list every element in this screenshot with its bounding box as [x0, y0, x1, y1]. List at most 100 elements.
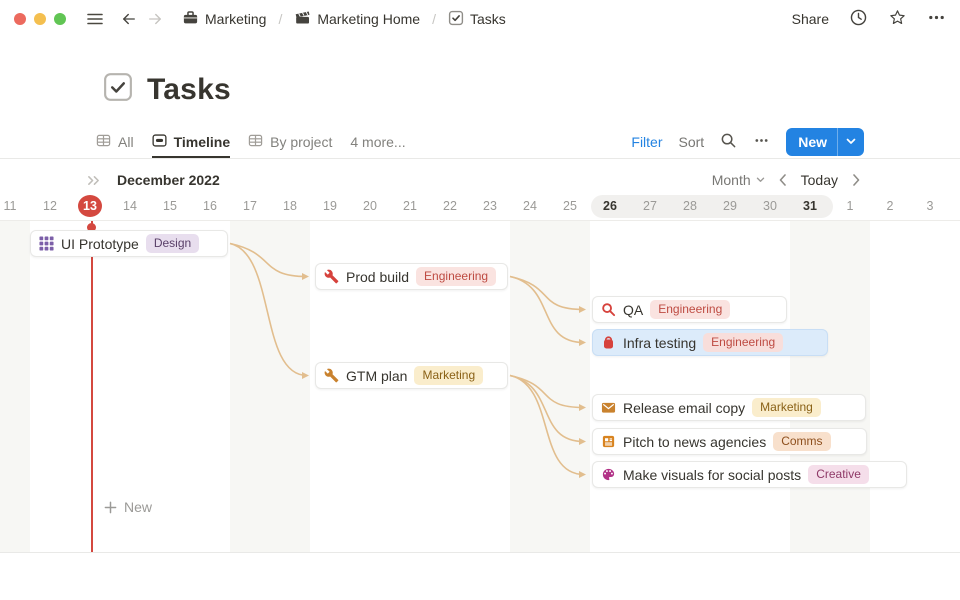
forward-icon[interactable]	[142, 6, 168, 32]
tag-engineering: Engineering	[416, 267, 497, 286]
envelope-icon	[601, 400, 616, 415]
share-button[interactable]: Share	[791, 11, 829, 27]
sort-button[interactable]: Sort	[678, 133, 705, 150]
filter-button[interactable]: Filter	[631, 133, 663, 150]
day-18: 18	[283, 199, 297, 213]
task-card-pitch-to-news-agencies[interactable]: Pitch to news agencies Comms	[592, 428, 867, 455]
task-card-infra-testing[interactable]: Infra testing Engineering	[592, 329, 828, 356]
today-button[interactable]: Today	[800, 172, 838, 188]
tab-by-project[interactable]: By project	[248, 125, 332, 158]
new-task-button[interactable]: New	[104, 499, 152, 515]
breadcrumb-label: Marketing Home	[317, 11, 421, 27]
new-dropdown-chevron-icon[interactable]	[837, 127, 864, 156]
tag-engineering: Engineering	[703, 333, 784, 352]
tab-all[interactable]: All	[96, 125, 134, 158]
day-31: 31	[803, 199, 817, 213]
close-window-button[interactable]	[14, 13, 26, 25]
task-title: GTM plan	[346, 367, 408, 384]
task-card-release-email-copy[interactable]: Release email copy Marketing	[592, 394, 866, 421]
traffic-lights	[14, 13, 66, 25]
tag-marketing: Marketing	[414, 366, 484, 385]
news-icon	[601, 434, 616, 449]
clapperboard-icon	[294, 9, 311, 29]
tab-label: All	[118, 133, 134, 150]
timeline-icon	[152, 133, 167, 151]
tag-design: Design	[145, 234, 200, 253]
tab-label: By project	[270, 133, 333, 150]
task-card-ui-prototype[interactable]: UI Prototype Design	[30, 230, 228, 257]
day-27: 27	[643, 199, 657, 213]
page-checkbox-icon	[103, 72, 133, 107]
new-button-group: New	[786, 127, 864, 156]
day-22: 22	[443, 199, 457, 213]
breadcrumb-separator: /	[432, 11, 436, 27]
wrench-icon	[324, 368, 339, 383]
day-21: 21	[403, 199, 417, 213]
new-button[interactable]: New	[798, 133, 827, 150]
tag-engineering: Engineering	[650, 300, 731, 319]
sidebar-toggle-icon[interactable]	[82, 6, 108, 32]
breadcrumb-item-tasks[interactable]: Tasks	[444, 8, 510, 31]
breadcrumb-item-marketing[interactable]: Marketing	[178, 7, 270, 31]
table-icon	[248, 133, 263, 151]
today-line	[91, 221, 93, 552]
day-24: 24	[523, 199, 537, 213]
next-chevron-icon[interactable]	[852, 174, 860, 186]
minimize-window-button[interactable]	[34, 13, 46, 25]
day-14: 14	[123, 199, 137, 213]
more-views-button[interactable]: 4 more...	[350, 133, 406, 150]
day-1: 1	[846, 199, 854, 213]
task-title: Release email copy	[623, 399, 746, 416]
scale-label: Month	[711, 172, 751, 188]
day-12: 12	[43, 199, 57, 213]
breadcrumb-label: Marketing	[205, 11, 267, 27]
magnifier-icon	[601, 302, 616, 317]
dependency-arrows	[229, 242, 586, 478]
date-row: 11 12 13 14 15 16 17 18 19 20 21 22 23 24 25 26 27 28 29 30…	[0, 194, 960, 220]
view-options-icon[interactable]	[753, 132, 770, 152]
palette-icon	[601, 467, 616, 482]
task-title: Pitch to news agencies	[623, 433, 767, 450]
scale-select[interactable]: Month	[712, 172, 765, 188]
weekend-band	[790, 221, 870, 552]
new-task-label: New	[124, 499, 153, 515]
today-line-dot	[87, 223, 96, 232]
tag-comms: Comms	[773, 432, 831, 451]
more-options-icon[interactable]	[927, 8, 946, 30]
timeline-header: December 2022 Month Today	[0, 166, 960, 194]
task-title: UI Prototype	[61, 235, 139, 252]
day-30: 30	[763, 199, 777, 213]
day-26: 26	[603, 199, 617, 213]
task-card-prod-build[interactable]: Prod build Engineering	[315, 263, 508, 290]
day-13: 13	[78, 195, 102, 217]
zoom-window-button[interactable]	[54, 13, 66, 25]
breadcrumb-item-marketing-home[interactable]: Marketing Home	[290, 7, 424, 31]
day-3: 3	[926, 199, 934, 213]
prev-chevron-icon[interactable]	[779, 174, 787, 186]
month-label: December 2022	[117, 172, 220, 188]
backpack-icon	[601, 335, 616, 350]
search-icon[interactable]	[720, 132, 737, 152]
day-29: 29	[723, 199, 737, 213]
window-topbar: Marketing / Marketing Home / Tasks Share	[0, 0, 960, 38]
breadcrumb: Marketing / Marketing Home / Tasks	[178, 7, 510, 31]
collapse-double-chevron-icon[interactable]	[86, 174, 101, 187]
page-header: Tasks	[103, 72, 231, 107]
task-card-gtm-plan[interactable]: GTM plan Marketing	[315, 362, 508, 389]
plus-icon	[104, 501, 117, 513]
tab-timeline[interactable]: Timeline	[152, 125, 230, 158]
day-28: 28	[683, 199, 697, 213]
view-tabs: All Timeline By project	[96, 125, 332, 158]
table-icon	[96, 133, 111, 151]
back-icon[interactable]	[116, 6, 142, 32]
day-20: 20	[363, 199, 377, 213]
task-card-qa[interactable]: QA Engineering	[592, 296, 787, 323]
weekend-band	[510, 221, 590, 552]
favorite-star-icon[interactable]	[888, 8, 907, 30]
timeline-body: New UI Prototype Design Prod build Engineer…	[0, 220, 960, 553]
updates-clock-icon[interactable]	[849, 8, 868, 30]
task-card-make-visuals-for-social-posts[interactable]: Make visuals for social posts Creative	[592, 461, 907, 488]
highlighted-week-pill	[591, 195, 833, 218]
wrench-icon	[324, 269, 339, 284]
chevron-down-icon	[756, 177, 764, 182]
